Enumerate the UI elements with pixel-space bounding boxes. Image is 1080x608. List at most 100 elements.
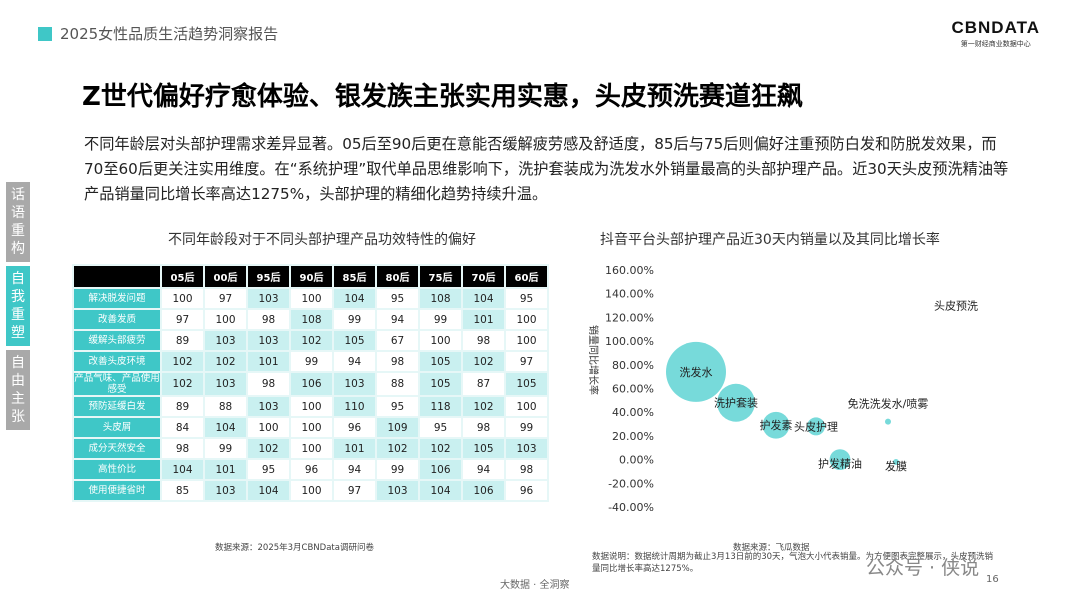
heatmap-cell: 100 (506, 331, 547, 350)
y-tick-label: 20.00% (612, 430, 654, 443)
bubble-point (762, 411, 790, 439)
bubble-point (829, 449, 851, 470)
heatmap-cell: 85 (162, 481, 203, 500)
y-tick-label: 140.00% (605, 288, 654, 301)
y-axis-label: 销量同比增长率 (587, 325, 600, 395)
heatmap-cell: 94 (334, 352, 375, 371)
heatmap-row: 头皮屑 84 104 100 100 96 109 95 98 99 (74, 418, 547, 437)
heatmap-cell: 103 (205, 373, 246, 395)
side-nav-item[interactable]: 话语重构 (6, 182, 30, 262)
heatmap-cell: 103 (205, 331, 246, 350)
heatmap-cell: 101 (248, 352, 289, 371)
side-nav-item[interactable]: 自由主张 (6, 350, 30, 430)
heatmap-cell: 88 (377, 373, 418, 395)
bubble-point (666, 341, 726, 402)
heatmap-row: 使用便捷省时 85 103 104 100 97 103 104 106 96 (74, 481, 547, 500)
heatmap-column-header: 95后 (248, 266, 289, 287)
y-tick-label: 40.00% (612, 406, 654, 419)
report-title: 2025女性品质生活趋势洞察报告 (60, 25, 279, 43)
summary-paragraph: 不同年龄层对头部护理需求差异显著。05后至90后更在意能否缓解疲劳感及舒适度，8… (84, 135, 1009, 203)
heatmap-cell: 100 (291, 418, 332, 437)
heatmap-cell: 101 (205, 460, 246, 479)
heatmap-row-label: 使用便捷省时 (74, 481, 160, 500)
heatmap-cell: 99 (291, 352, 332, 371)
bubble-label: 洗护套装 (714, 396, 758, 410)
heatmap-cell: 97 (334, 481, 375, 500)
heatmap-cell: 100 (162, 289, 203, 308)
heatmap-cell: 95 (377, 397, 418, 416)
heatmap-cell: 100 (291, 289, 332, 308)
heatmap-cell: 94 (463, 460, 504, 479)
heatmap-cell: 67 (377, 331, 418, 350)
cbndata-logo: CBNDATA 第一财经商业数据中心 (951, 18, 1040, 49)
heatmap-cell: 102 (248, 439, 289, 458)
heatmap-row-label: 解决脱发问题 (74, 289, 160, 308)
heatmap-row: 改善头皮环境 102 102 101 99 94 98 105 102 97 (74, 352, 547, 371)
heatmap-cell: 96 (506, 481, 547, 500)
bubble-label: 头皮预洗 (934, 300, 978, 313)
heatmap-cell: 103 (248, 331, 289, 350)
heatmap-cell: 89 (162, 397, 203, 416)
heatmap-cell: 100 (291, 481, 332, 500)
heatmap-cell: 103 (248, 289, 289, 308)
heatmap-cell: 84 (162, 418, 203, 437)
heatmap-cell: 102 (162, 352, 203, 371)
heatmap-cell: 105 (463, 439, 504, 458)
heatmap-cell: 100 (205, 310, 246, 329)
y-tick-label: 120.00% (605, 311, 654, 324)
heatmap-cell: 118 (420, 397, 461, 416)
bubble-point (893, 458, 899, 465)
y-tick-label: 60.00% (612, 383, 654, 396)
bubble-label: 护发精油 (818, 457, 862, 471)
page-number: 16 (986, 574, 999, 585)
heatmap-cell: 99 (377, 460, 418, 479)
heatmap-cell: 108 (420, 289, 461, 308)
bubble-point (807, 417, 825, 436)
heatmap-cell: 98 (377, 352, 418, 371)
heatmap-cell: 104 (205, 418, 246, 437)
heatmap-cell: 105 (420, 373, 461, 395)
heatmap-row: 成分天然安全 98 99 102 100 101 102 102 105 103 (74, 439, 547, 458)
wechat-watermark: 公众号 · 侠说 (866, 557, 980, 579)
heatmap-cell: 104 (420, 481, 461, 500)
heatmap-row: 高性价比 104 101 95 96 94 99 106 94 98 (74, 460, 547, 479)
heatmap-cell: 109 (377, 418, 418, 437)
heatmap-cell: 99 (420, 310, 461, 329)
side-nav-item[interactable]: 自我重塑 (6, 266, 30, 346)
heatmap-cell: 100 (506, 310, 547, 329)
heatmap-corner (74, 266, 160, 287)
heatmap-row-label: 成分天然安全 (74, 439, 160, 458)
heatmap-title: 不同年龄段对于不同头部护理产品功效特性的偏好 (168, 232, 476, 248)
heatmap-cell: 100 (291, 397, 332, 416)
bubble-label: 免洗洗发水/喷雾 (848, 397, 929, 411)
heatmap-column-header: 05后 (162, 266, 203, 287)
heatmap-cell: 88 (205, 397, 246, 416)
heatmap-row-label: 缓解头部疲劳 (74, 331, 160, 350)
bubble-note: 数据说明：数据统计周期为截止3月13日前的30天，气泡大小代表销量。为方便图表完… (592, 552, 994, 574)
preference-heatmap-table: 05后 00后 95后 90后 85后 80后 75后 70后 60后 解决脱发问题 100 97 10… (72, 264, 549, 502)
heatmap-cell: 99 (334, 310, 375, 329)
heatmap-cell: 108 (291, 310, 332, 329)
heatmap-cell: 98 (506, 460, 547, 479)
bubble-label: 洗发水 (680, 365, 713, 379)
y-tick-label: 80.00% (612, 359, 654, 372)
heatmap-cell: 99 (205, 439, 246, 458)
heatmap-cell: 102 (291, 331, 332, 350)
heatmap-row: 产品气味、产品使用感受 102 103 98 106 103 88 105 87 105 (74, 373, 547, 395)
heatmap-cell: 102 (463, 397, 504, 416)
heatmap-cell: 110 (334, 397, 375, 416)
heatmap-cell: 94 (334, 460, 375, 479)
heatmap-row: 改善发质 97 100 98 108 99 94 99 101 100 (74, 310, 547, 329)
heatmap-cell: 100 (420, 331, 461, 350)
y-tick-label: -20.00% (608, 477, 654, 490)
heatmap-cell: 101 (334, 439, 375, 458)
heatmap-cell: 100 (506, 397, 547, 416)
y-tick-label: 100.00% (605, 335, 654, 348)
logo-text: CBNDATA (951, 18, 1040, 37)
heatmap-cell: 102 (162, 373, 203, 395)
bubble-label: 护发素 (760, 418, 793, 432)
bubble-source: 数据来源：飞瓜数据 (733, 543, 810, 553)
heatmap-cell: 98 (463, 331, 504, 350)
heatmap-cell: 87 (463, 373, 504, 395)
heatmap-cell: 103 (248, 397, 289, 416)
